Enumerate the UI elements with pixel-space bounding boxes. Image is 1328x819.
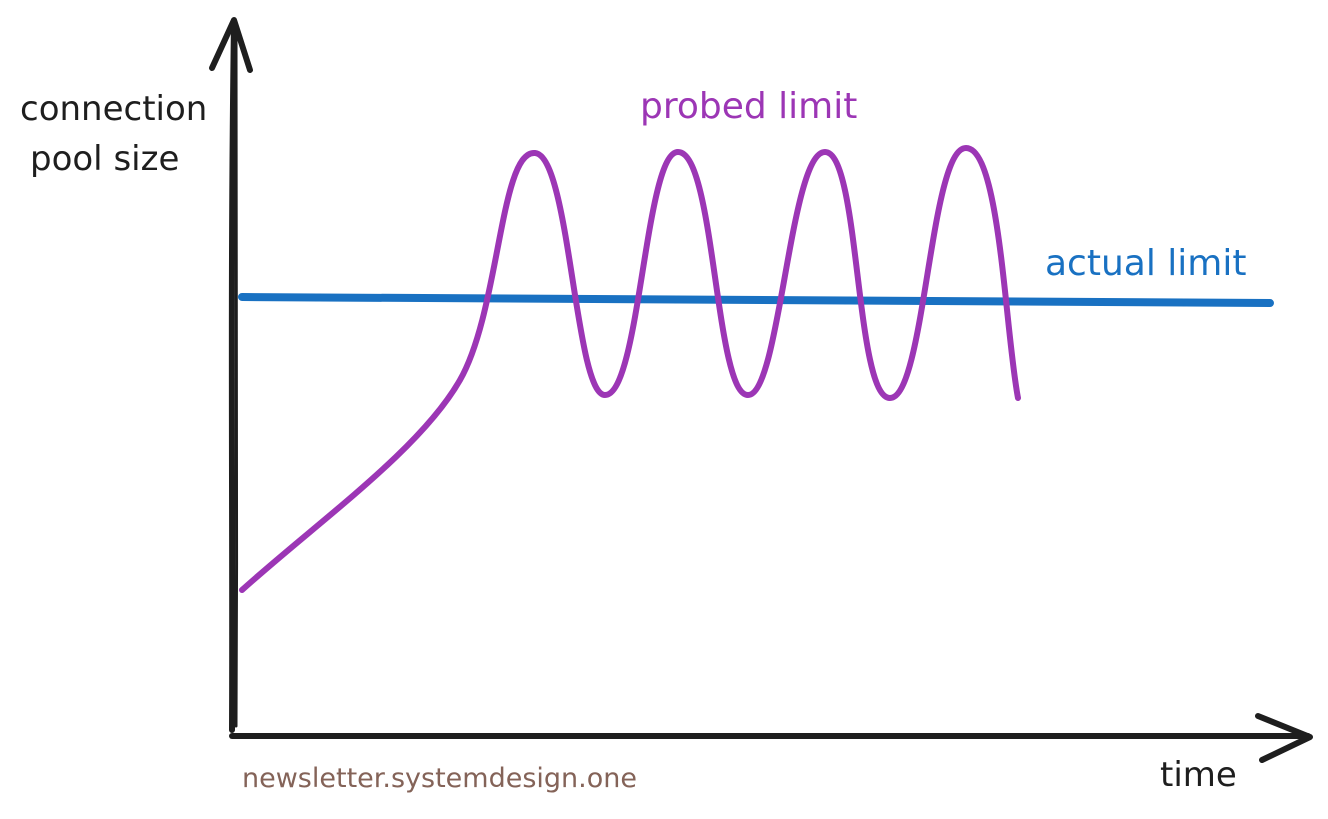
y-axis-line-overdraw — [233, 28, 239, 728]
x-axis-arrowhead — [1255, 713, 1313, 763]
watermark-text: newsletter.systemdesign.one — [242, 763, 637, 794]
probed-limit-label: probed limit — [640, 86, 857, 127]
y-axis — [209, 17, 253, 733]
y-axis-line — [228, 19, 237, 733]
y-axis-label: connection pool size — [20, 89, 218, 179]
actual-limit-line — [238, 293, 1274, 307]
y-axis-label-line-1: connection — [20, 89, 207, 129]
x-axis-line — [229, 731, 1311, 739]
y-axis-label-line-2: pool size — [30, 139, 179, 179]
x-axis-label: time — [1160, 755, 1237, 795]
x-axis — [229, 713, 1313, 763]
y-axis-arrowhead — [209, 17, 253, 73]
actual-limit-label: actual limit — [1045, 243, 1246, 284]
probed-limit-curve — [239, 145, 1021, 593]
